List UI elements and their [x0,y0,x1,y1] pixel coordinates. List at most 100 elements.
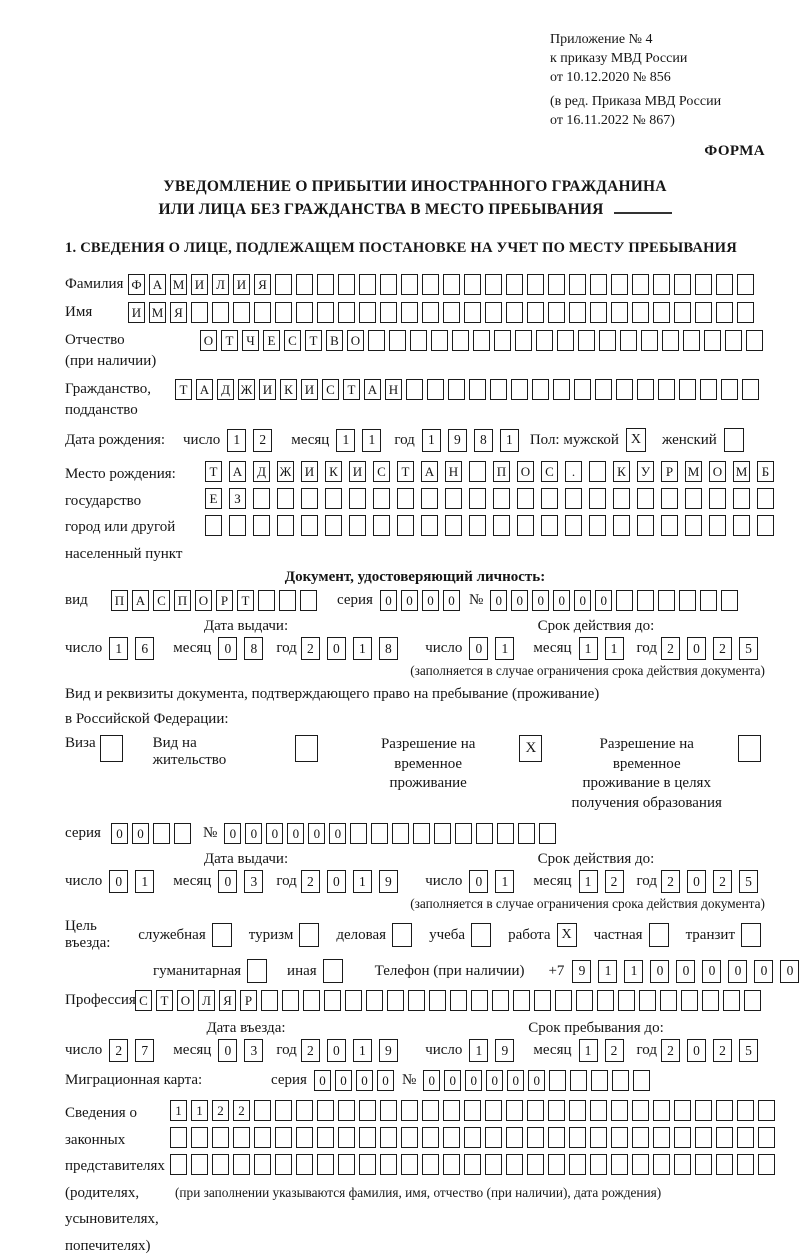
char-cell[interactable] [695,274,712,295]
char-cell[interactable]: 0 [532,590,550,611]
char-cell[interactable]: 0 [313,1070,331,1091]
char-cell[interactable] [569,274,586,295]
char-cell[interactable]: У [637,461,654,482]
char-cell[interactable] [674,1127,691,1148]
char-cell[interactable] [497,823,515,844]
char-cell[interactable] [653,1100,670,1121]
char-cell[interactable]: 5 [739,870,758,893]
char-cell[interactable] [296,302,313,323]
char-cell[interactable] [359,1154,376,1175]
char-cell[interactable] [373,488,390,509]
char-cell[interactable] [683,330,700,351]
char-cell[interactable] [506,274,523,295]
char-cell[interactable] [485,1100,502,1121]
char-cell[interactable]: 1 [578,637,598,660]
char-cell[interactable]: М [149,302,166,323]
checkbox-cell[interactable] [392,923,413,947]
char-cell[interactable] [464,1154,481,1175]
char-cell[interactable] [620,330,637,351]
char-cell[interactable]: Я [219,990,236,1011]
char-cell[interactable] [616,590,634,611]
char-cell[interactable] [338,302,355,323]
checkbox-cell[interactable] [247,959,268,983]
char-cell[interactable]: 1 [352,870,372,893]
char-cell[interactable]: 0 [308,823,326,844]
char-cell[interactable] [275,1127,292,1148]
char-cell[interactable] [191,1127,208,1148]
char-cell[interactable]: П [493,461,510,482]
char-cell[interactable]: А [364,379,381,400]
char-cell[interactable]: А [149,274,166,295]
char-cell[interactable] [493,515,510,536]
char-cell[interactable] [611,1127,628,1148]
char-cell[interactable]: 0 [109,870,129,893]
char-cell[interactable] [534,990,551,1011]
char-cell[interactable] [758,1127,775,1148]
char-cell[interactable] [737,1100,754,1121]
char-cell[interactable] [611,1100,628,1121]
char-cell[interactable]: К [613,461,630,482]
char-cell[interactable] [639,990,656,1011]
char-cell[interactable]: 0 [574,590,592,611]
char-cell[interactable] [229,515,246,536]
char-cell[interactable] [410,330,427,351]
char-cell[interactable] [548,1154,565,1175]
char-cell[interactable] [757,488,774,509]
char-cell[interactable]: 0 [326,1039,346,1062]
char-cell[interactable]: А [229,461,246,482]
char-cell[interactable]: Н [385,379,402,400]
char-cell[interactable] [695,1100,712,1121]
char-cell[interactable]: Р [216,590,233,611]
char-cell[interactable] [565,515,582,536]
char-cell[interactable]: В [326,330,343,351]
char-cell[interactable] [254,1127,271,1148]
char-cell[interactable] [303,990,320,1011]
char-cell[interactable] [570,1070,588,1091]
char-cell[interactable] [443,1154,460,1175]
char-cell[interactable]: 1 [578,1039,598,1062]
char-cell[interactable] [254,1154,271,1175]
char-cell[interactable]: 1 [170,1100,187,1121]
char-cell[interactable] [618,990,635,1011]
char-cell[interactable] [233,1154,250,1175]
char-cell[interactable]: 0 [595,590,613,611]
char-cell[interactable] [413,823,431,844]
char-cell[interactable]: 0 [326,870,346,893]
char-cell[interactable] [261,990,278,1011]
char-cell[interactable]: 0 [528,1070,546,1091]
char-cell[interactable] [506,1154,523,1175]
char-cell[interactable] [443,1100,460,1121]
char-cell[interactable] [450,990,467,1011]
char-cell[interactable] [637,515,654,536]
char-cell[interactable] [737,274,754,295]
char-cell[interactable] [359,1127,376,1148]
char-cell[interactable] [324,990,341,1011]
char-cell[interactable] [681,990,698,1011]
char-cell[interactable] [653,1154,670,1175]
char-cell[interactable] [591,1070,609,1091]
char-cell[interactable]: 1 [624,959,644,983]
char-cell[interactable] [490,379,507,400]
char-cell[interactable]: 2 [212,1100,229,1121]
char-cell[interactable] [212,302,229,323]
char-cell[interactable]: 0 [676,959,696,983]
char-cell[interactable]: Ж [238,379,255,400]
char-cell[interactable] [317,1127,334,1148]
char-cell[interactable] [511,379,528,400]
char-cell[interactable] [317,1154,334,1175]
checkbox-cell[interactable] [741,923,761,947]
char-cell[interactable] [464,274,481,295]
char-cell[interactable]: 1 [495,870,515,893]
char-cell[interactable]: 1 [135,870,155,893]
char-cell[interactable] [569,302,586,323]
checkbox-cell[interactable] [211,923,232,947]
char-cell[interactable]: 2 [604,1039,624,1062]
char-cell[interactable] [632,274,649,295]
char-cell[interactable]: О [347,330,364,351]
char-cell[interactable]: Л [198,990,215,1011]
char-cell[interactable] [380,274,397,295]
char-cell[interactable] [443,1127,460,1148]
char-cell[interactable]: Ч [242,330,259,351]
char-cell[interactable] [685,488,702,509]
char-cell[interactable] [653,1127,670,1148]
